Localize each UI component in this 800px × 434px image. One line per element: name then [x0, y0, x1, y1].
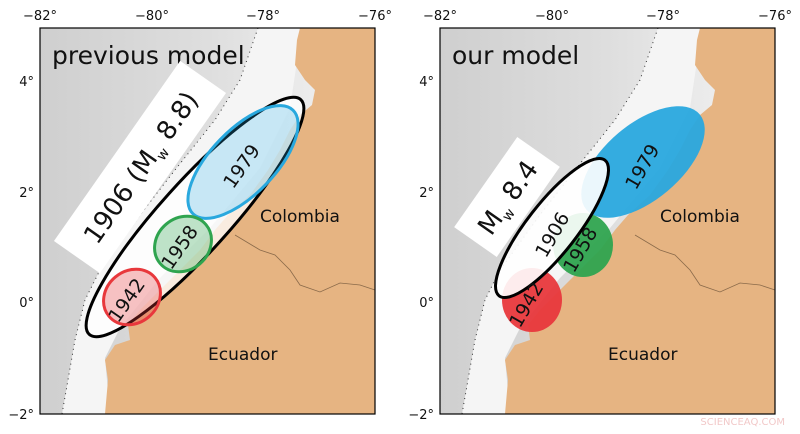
panel-our-model: our model Mw 8.4 1906 1942 1958 1979 Col… — [439, 27, 776, 415]
lat-tick: 4° — [19, 75, 34, 90]
rupture-1958-ellipse — [153, 214, 213, 274]
lat-tick: 2° — [419, 186, 434, 201]
watermark: SCIENCEAQ.COM — [700, 417, 785, 428]
lon-tick: −82° — [23, 9, 57, 24]
lat-tick: −2° — [408, 408, 434, 423]
lat-tick: 4° — [419, 75, 434, 90]
rupture-1906-ellipse — [494, 157, 610, 299]
rupture-1979-ellipse — [186, 104, 300, 220]
lon-tick: −80° — [535, 9, 569, 24]
rupture-1979-ellipse — [581, 106, 705, 218]
panel-previous-model: previous model 1906 (Mw 8.8) 1942 1958 1… — [39, 27, 376, 415]
lon-tick: −76° — [358, 9, 392, 24]
axis-ticks-right: −82° −80° −78° −76° 4° 2° 0° −2° — [408, 9, 792, 423]
lon-tick: −78° — [646, 9, 680, 24]
lon-tick: −76° — [758, 9, 792, 24]
lat-tick: 0° — [19, 296, 34, 311]
lon-tick: −80° — [135, 9, 169, 24]
panel-title: previous model — [52, 41, 245, 70]
lat-tick: 2° — [19, 186, 34, 201]
magnitude-label-box: Mw 8.4 — [454, 137, 560, 257]
lon-tick: −82° — [423, 9, 457, 24]
lat-tick: −2° — [8, 408, 34, 423]
panel-title: our model — [452, 41, 579, 70]
country-label-ecuador: Ecuador — [608, 345, 677, 365]
country-label-ecuador: Ecuador — [208, 345, 277, 365]
rupture-1942-ellipse — [102, 267, 162, 327]
lon-tick: −78° — [246, 9, 280, 24]
country-label-colombia: Colombia — [660, 207, 740, 227]
axis-ticks-left: −82° −80° −78° −76° 4° 2° 0° −2° — [8, 9, 392, 423]
lat-tick: 0° — [419, 296, 434, 311]
country-label-colombia: Colombia — [260, 207, 340, 227]
